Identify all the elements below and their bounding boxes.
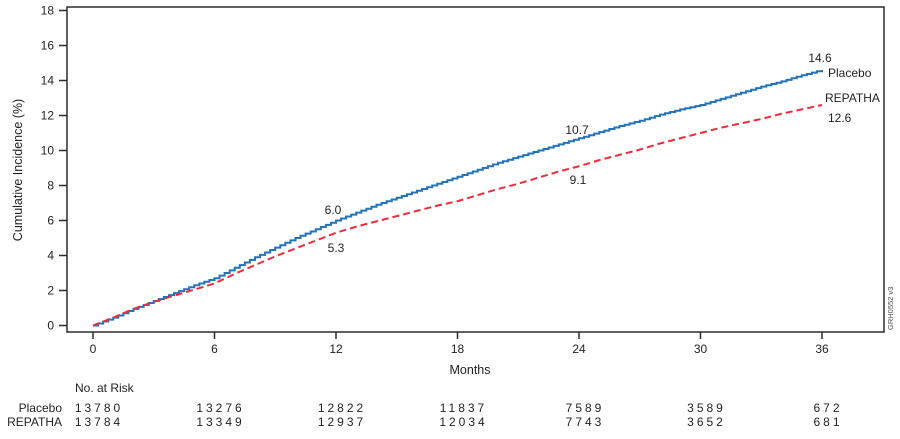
y-tick-label: 10 — [41, 144, 55, 158]
y-tick-label: 2 — [47, 284, 54, 298]
x-tick-label: 6 — [211, 342, 218, 356]
y-tick-label: 14 — [41, 74, 55, 88]
risk-count: 13349 — [196, 415, 244, 429]
risk-table-header: No. at Risk — [75, 381, 135, 395]
x-tick-label: 18 — [451, 342, 465, 356]
y-tick-label: 18 — [41, 4, 55, 18]
risk-count: 12822 — [318, 401, 366, 415]
annotation-6-0: 6.0 — [325, 203, 342, 217]
risk-count: 7589 — [566, 401, 605, 415]
risk-table-values: 13780 13276 12822 11837 7589 3589 672 13784 1334… — [75, 401, 842, 429]
x-axis-title: Months — [450, 363, 491, 377]
risk-count: 13276 — [196, 401, 244, 415]
risk-row-label-repatha: REPATHA — [7, 415, 62, 429]
curve-placebo — [93, 70, 823, 327]
x-tick-label: 24 — [572, 342, 586, 356]
risk-count: 7743 — [566, 415, 605, 429]
x-tick-label: 36 — [815, 342, 829, 356]
risk-row-label-placebo: Placebo — [19, 401, 63, 415]
curve-repatha — [92, 104, 823, 327]
y-tick-label: 16 — [41, 39, 55, 53]
risk-count: 12937 — [318, 415, 366, 429]
annotation-14-6: 14.6 — [808, 51, 832, 65]
y-tick-label: 0 — [47, 319, 54, 333]
risk-count: 12034 — [439, 415, 487, 429]
risk-count: 3652 — [687, 415, 726, 429]
annotation-12-6: 12.6 — [828, 111, 852, 125]
y-tick-label: 12 — [41, 109, 55, 123]
y-tick-label: 8 — [47, 179, 54, 193]
x-tick-label: 12 — [329, 342, 343, 356]
data-series — [92, 70, 823, 327]
annotation-10-7: 10.7 — [565, 123, 589, 137]
annotation-repatha: REPATHA — [825, 91, 880, 105]
y-axis-ticks: 0 2 4 6 8 10 12 14 16 18 — [41, 4, 67, 333]
y-tick-label: 4 — [47, 249, 54, 263]
x-tick-label: 0 — [90, 342, 97, 356]
risk-count: 11837 — [440, 401, 487, 415]
risk-count: 3589 — [687, 401, 726, 415]
risk-count: 13784 — [75, 415, 123, 429]
figure-code-label: GRH0552 v3 — [886, 287, 895, 330]
plot-border — [66, 6, 885, 333]
annotation-placebo: Placebo — [828, 66, 872, 80]
risk-count: 681 — [813, 415, 842, 429]
y-axis-title: Cumulative Incidence (%) — [11, 99, 25, 241]
annotation-9-1: 9.1 — [570, 173, 587, 187]
x-tick-label: 30 — [694, 342, 708, 356]
annotation-5-3: 5.3 — [328, 241, 345, 255]
x-axis-ticks: 0 6 12 18 24 30 36 — [90, 332, 829, 356]
y-tick-label: 6 — [47, 214, 54, 228]
risk-count: 13780 — [75, 401, 123, 415]
risk-count: 672 — [813, 401, 842, 415]
